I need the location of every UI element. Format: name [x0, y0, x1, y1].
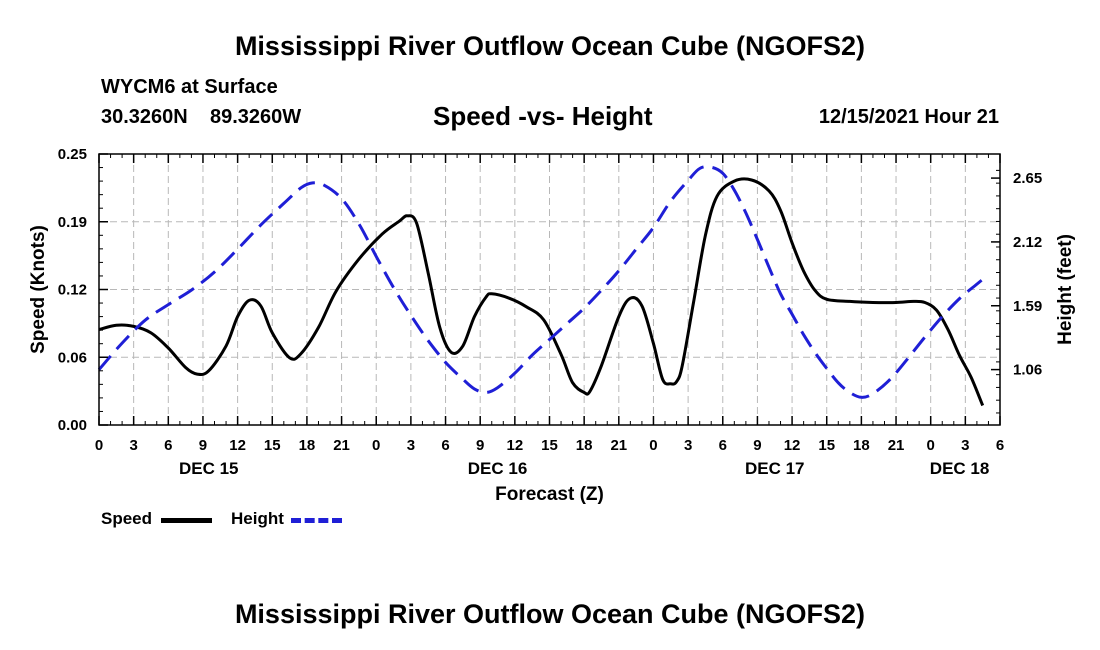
- x-tick-label: 0: [95, 437, 103, 454]
- x-tick-label: 12: [784, 437, 801, 454]
- x-tick-label: 18: [576, 437, 593, 454]
- y-right-tick-label: 1.59: [1013, 298, 1042, 315]
- y-left-tick-label: 0.19: [58, 214, 87, 231]
- chart-title-top: Mississippi River Outflow Ocean Cube (NG…: [234, 31, 866, 61]
- x-tick-label: 12: [507, 437, 524, 454]
- y-left-tick-label: 0.12: [58, 282, 87, 299]
- station-name: WYCM6 at Surface: [101, 76, 278, 98]
- x-tick-label: 21: [888, 437, 905, 454]
- x-tick-label: 15: [818, 437, 835, 454]
- x-tick-label: 3: [684, 437, 692, 454]
- legend-speed-label: Speed: [101, 509, 153, 528]
- x-tick-label: 18: [299, 437, 316, 454]
- series-layer: [97, 165, 989, 407]
- x-tick-label: 6: [996, 437, 1004, 454]
- tick-layer: [98, 153, 1001, 426]
- label-layer: 0 3 6 9 12 15 18 21 0 3 6 9 12 15 18 21 0 3 6 9 12 15 18 21 0 3 6D…: [28, 146, 1076, 505]
- y-left-tick-label: 0.25: [58, 146, 87, 163]
- series-line-speed: [98, 177, 985, 407]
- x-day-label: DEC 16: [468, 459, 528, 478]
- chart-title-bottom: Mississippi River Outflow Ocean Cube (NG…: [234, 599, 866, 629]
- x-tick-label: 15: [541, 437, 558, 454]
- x-tick-label: 6: [441, 437, 449, 454]
- x-day-label: DEC 17: [745, 459, 805, 478]
- x-tick-label: 9: [199, 437, 207, 454]
- x-tick-label: 18: [853, 437, 870, 454]
- y-left-axis-title: Speed (Knots): [28, 225, 49, 354]
- y-right-tick-label: 2.65: [1013, 170, 1042, 187]
- x-tick-label: 3: [129, 437, 137, 454]
- legend-height-label: Height: [231, 509, 284, 528]
- x-tick-label: 15: [264, 437, 281, 454]
- x-tick-label: 0: [927, 437, 935, 454]
- x-tick-label: 21: [333, 437, 350, 454]
- y-left-tick-label: 0.06: [58, 349, 87, 366]
- y-right-axis-title: Height (feet): [1055, 234, 1076, 345]
- chart-subtitle: Speed -vs- Height: [433, 101, 653, 131]
- station-lon: 89.3260W: [210, 106, 302, 128]
- x-tick-label: 21: [610, 437, 627, 454]
- legend-height-swatch: [291, 518, 342, 523]
- station-lat: 30.3260N: [101, 106, 188, 128]
- grid: [99, 154, 1000, 425]
- x-tick-label: 0: [649, 437, 657, 454]
- x-tick-label: 9: [476, 437, 484, 454]
- x-tick-label: 6: [164, 437, 172, 454]
- chart-timestamp: 12/15/2021 Hour 21: [818, 106, 999, 128]
- x-axis-title: Forecast (Z): [495, 484, 604, 505]
- series-line-height: [97, 165, 989, 399]
- x-tick-label: 9: [753, 437, 761, 454]
- x-tick-label: 0: [372, 437, 380, 454]
- x-tick-label: 6: [719, 437, 727, 454]
- y-right-tick-label: 1.06: [1013, 362, 1042, 379]
- x-tick-label: 12: [229, 437, 246, 454]
- x-tick-label: 3: [961, 437, 969, 454]
- y-right-tick-label: 2.12: [1013, 234, 1042, 251]
- legend-speed-swatch: [161, 518, 212, 523]
- y-left-tick-label: 0.00: [58, 417, 87, 434]
- x-tick-label: 3: [407, 437, 415, 454]
- x-day-label: DEC 18: [930, 459, 990, 478]
- x-day-label: DEC 15: [179, 459, 239, 478]
